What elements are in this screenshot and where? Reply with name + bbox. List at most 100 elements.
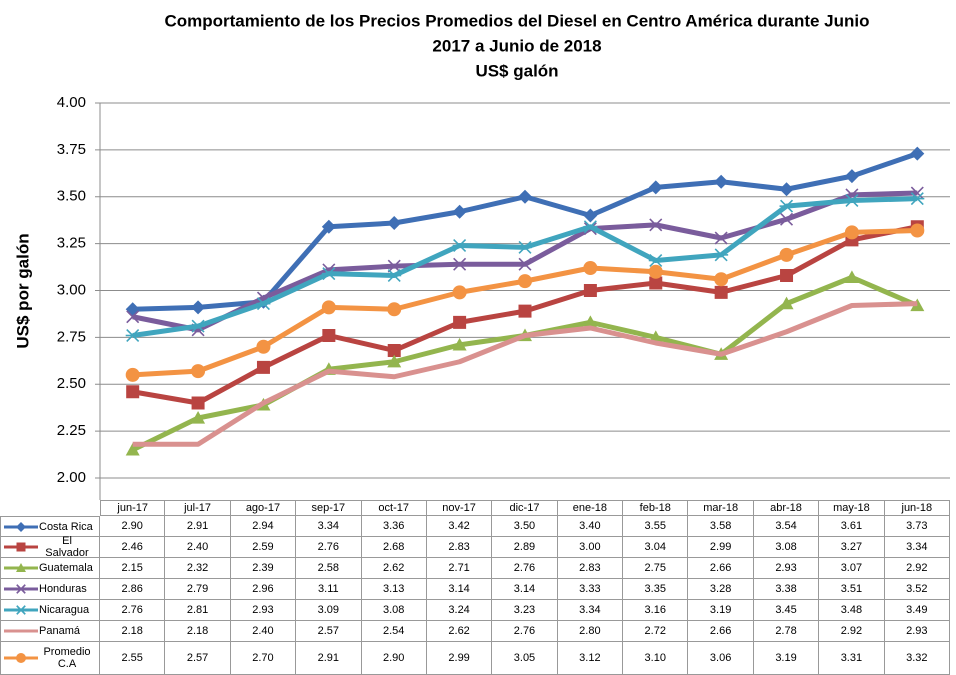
marker [191, 396, 205, 410]
table-value: 2.66 [688, 558, 754, 579]
table-header: oct-17 [361, 500, 427, 516]
marker [191, 364, 206, 379]
table-value: 2.76 [100, 600, 166, 621]
table-value: 2.86 [100, 579, 166, 600]
legend-swatch [4, 629, 38, 633]
marker [844, 225, 859, 240]
table-value: 3.48 [819, 600, 885, 621]
table-value: 2.40 [230, 621, 297, 642]
marker [256, 360, 270, 374]
marker [518, 304, 532, 318]
legend-swatch [4, 584, 38, 594]
marker [256, 297, 271, 311]
marker [844, 169, 859, 184]
y-tick-label: 2.50 [57, 375, 86, 392]
marker [910, 146, 925, 161]
table-value: 2.72 [623, 621, 689, 642]
marker [779, 182, 794, 197]
marker-stroke [16, 584, 26, 594]
table-header: sep-17 [296, 500, 362, 516]
marker [452, 337, 467, 351]
marker [16, 605, 26, 615]
table-value: 3.31 [819, 642, 885, 675]
marker [844, 270, 859, 283]
marker [518, 189, 532, 204]
table-header: abr-18 [753, 500, 820, 516]
table-value: 3.14 [426, 579, 493, 600]
legend-entry: Honduras [0, 579, 100, 600]
table-value: 3.50 [492, 516, 558, 537]
table-value: 2.68 [361, 537, 427, 558]
table-value: 3.11 [296, 579, 362, 600]
table-value: 2.18 [100, 621, 166, 642]
marker [387, 344, 401, 357]
marker [387, 268, 402, 283]
table-value: 3.00 [557, 537, 624, 558]
legend-swatch [4, 542, 38, 552]
marker [583, 261, 598, 275]
marker [452, 285, 467, 300]
table-value: 2.76 [492, 558, 558, 579]
marker [387, 259, 401, 273]
y-tick-label: 3.75 [57, 141, 86, 158]
table-value: 2.80 [557, 621, 624, 642]
table-value: 3.08 [753, 537, 820, 558]
table-value: 3.55 [623, 516, 689, 537]
y-tick-label: 2.25 [57, 422, 86, 439]
marker [125, 328, 140, 343]
marker [714, 231, 728, 245]
table-value: 3.61 [819, 516, 885, 537]
marker [125, 367, 140, 382]
table-value: 3.35 [623, 579, 689, 600]
table-header: jun-17 [100, 500, 166, 516]
chart-title: 2017 a Junio de 2018 [432, 36, 601, 55]
marker [583, 220, 598, 234]
table-header: ene-18 [557, 500, 624, 516]
table-value: 2.76 [492, 621, 558, 642]
y-tick-label: 2.75 [57, 328, 86, 345]
table-value: 2.62 [361, 558, 427, 579]
table-value: 2.62 [426, 621, 493, 642]
table-value: 3.24 [426, 600, 493, 621]
table-value: 3.10 [623, 642, 689, 675]
marker [452, 204, 467, 219]
marker [714, 174, 729, 189]
marker [780, 269, 794, 282]
table-value: 2.89 [492, 537, 558, 558]
table-value: 2.94 [230, 516, 297, 537]
table-value: 3.49 [884, 600, 950, 621]
marker [16, 542, 26, 552]
table-value: 2.57 [296, 621, 362, 642]
marker [779, 296, 794, 310]
chart-title: Comportamiento de los Precios Promedios … [164, 11, 869, 30]
table-value: 3.32 [884, 642, 950, 675]
marker [16, 563, 26, 572]
table-value: 2.58 [296, 558, 362, 579]
marker [583, 208, 598, 223]
marker [714, 285, 728, 299]
table-value: 3.38 [753, 579, 820, 600]
table-value: 2.99 [688, 537, 754, 558]
legend-swatch [4, 605, 38, 615]
y-tick-label: 3.50 [57, 188, 86, 205]
table-value: 3.42 [426, 516, 493, 537]
marker-stroke [780, 212, 794, 226]
table-value: 2.40 [165, 537, 231, 558]
marker [191, 411, 206, 424]
table-value: 2.81 [165, 600, 231, 621]
y-axis-label: US$ por galón [13, 233, 32, 348]
table-value: 2.79 [165, 579, 231, 600]
table-value: 2.93 [753, 558, 820, 579]
table-value: 2.39 [230, 558, 297, 579]
table-value: 3.28 [688, 579, 754, 600]
table-value: 3.13 [361, 579, 427, 600]
table-value: 3.27 [819, 537, 885, 558]
marker [453, 257, 467, 271]
y-tick-label: 3.25 [57, 235, 86, 252]
table-value: 2.91 [165, 516, 231, 537]
marker [583, 284, 597, 297]
legend-label: El Salvador [45, 535, 89, 559]
table-header: nov-17 [426, 500, 493, 516]
table-value: 2.90 [100, 516, 166, 537]
